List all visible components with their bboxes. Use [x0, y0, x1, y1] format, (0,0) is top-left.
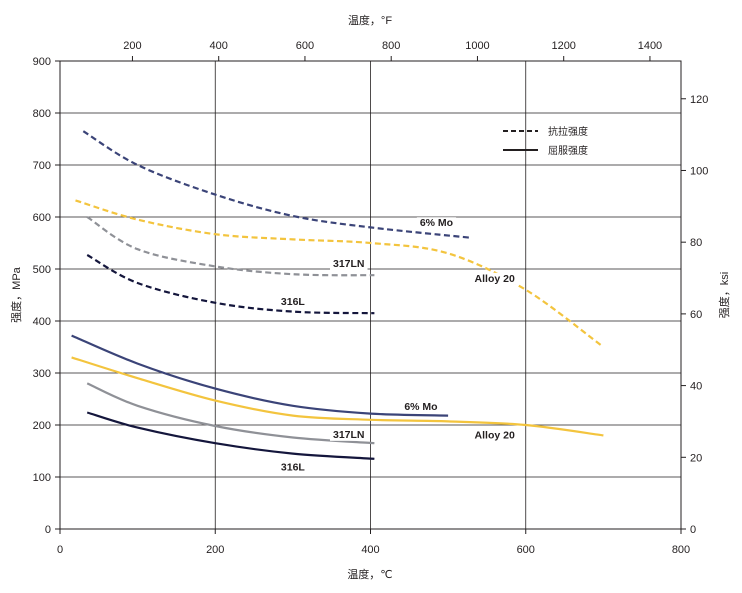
- curve-label-backing: [277, 296, 309, 309]
- y-axis-label: 强度，MPa: [9, 266, 23, 322]
- legend: 抗拉强度 屈服强度: [503, 125, 588, 157]
- top-tick-label: 1000: [465, 40, 489, 52]
- top-tick-label: 600: [296, 40, 314, 52]
- x-axis-label: 温度，℃: [347, 567, 392, 581]
- top-tick-label: 1200: [551, 40, 575, 52]
- curve-label-backing: [416, 217, 457, 230]
- y-tick-label: 300: [33, 368, 51, 380]
- right-tick-label: 60: [690, 309, 702, 321]
- top-tick-label: 200: [123, 40, 141, 52]
- legend-label-yield: 屈服强度: [548, 144, 588, 157]
- x-tick-label: 0: [57, 544, 63, 556]
- curve-label: 317LN: [333, 429, 365, 441]
- right-tick-label: 20: [690, 452, 702, 464]
- grid: [60, 61, 681, 529]
- curve-label: 6% Mo: [420, 217, 453, 229]
- curve-label: 316L: [281, 296, 306, 308]
- series-6-mo-yield: [71, 334, 449, 417]
- top-tick-label: 800: [382, 40, 400, 52]
- legend-label-tensile: 抗拉强度: [548, 125, 588, 138]
- curve-label: 317LN: [333, 258, 365, 270]
- y-tick-label: 0: [45, 524, 51, 536]
- right-tick-label: 100: [690, 165, 708, 177]
- curve-label-backing: [330, 428, 368, 441]
- x-tick-label: 600: [517, 544, 535, 556]
- y-tick-label: 500: [33, 264, 51, 276]
- y-tick-label: 900: [33, 56, 51, 68]
- curve-label-backing: [277, 461, 309, 474]
- curves: [71, 130, 605, 460]
- top-tick-label: 1400: [638, 40, 662, 52]
- x-tick-label: 200: [206, 544, 224, 556]
- curve-label: 6% Mo: [404, 401, 437, 413]
- series-317ln-yield: [86, 382, 375, 445]
- series-6-mo-tensile: [82, 130, 472, 239]
- y-tick-label: 100: [33, 472, 51, 484]
- y-tick-label: 700: [33, 160, 51, 172]
- series-alloy-20-yield: [71, 356, 604, 437]
- curve-label: Alloy 20: [475, 273, 515, 285]
- series-317ln-tensile: [86, 216, 375, 277]
- curve-label: 316L: [281, 462, 306, 474]
- curve-labels: 6% Mo 317LN 316L Alloy 20 6% Mo 317LN 316L Allo…: [277, 217, 518, 474]
- series-alloy-20-tensile: [75, 199, 605, 348]
- x-tick-label: 400: [361, 544, 379, 556]
- x-tick-label: 800: [672, 544, 690, 556]
- y-tick-label: 200: [33, 420, 51, 432]
- curve-label-backing: [471, 272, 518, 285]
- right-axis-label: 强度，ksi: [717, 272, 731, 318]
- series-316l-tensile: [86, 254, 375, 315]
- top-tick-label: 400: [210, 40, 228, 52]
- y-tick-label: 800: [33, 108, 51, 120]
- series-316l-yield: [86, 411, 375, 460]
- curve-label-backing: [401, 400, 441, 413]
- curve-label: Alloy 20: [475, 429, 515, 441]
- y-tick-label: 400: [33, 316, 51, 328]
- top-axis-label: 温度，°F: [348, 13, 392, 27]
- right-tick-label: 0: [690, 524, 696, 536]
- right-tick-label: 120: [690, 94, 708, 106]
- curve-label-backing: [330, 257, 368, 270]
- right-tick-label: 80: [690, 237, 702, 249]
- y-tick-label: 600: [33, 212, 51, 224]
- right-tick-label: 40: [690, 381, 702, 393]
- curve-label-backing: [471, 429, 518, 442]
